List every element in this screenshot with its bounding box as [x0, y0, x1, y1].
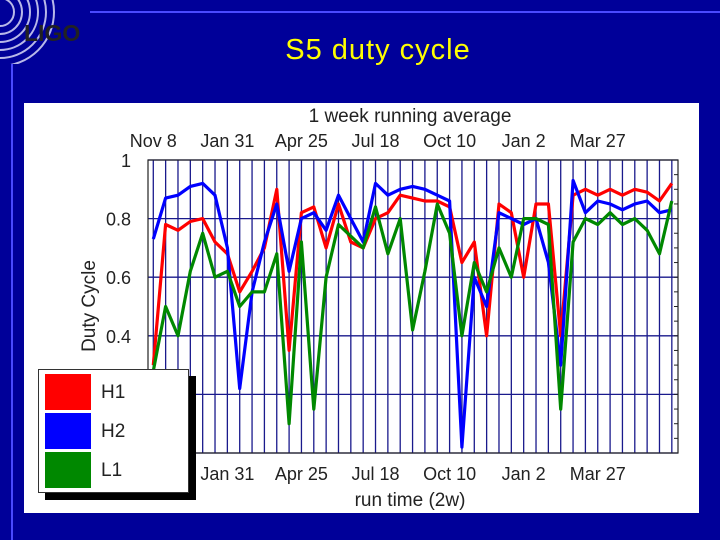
y-tick-label: 1 [121, 151, 131, 171]
svg-text:LIGO: LIGO [24, 20, 80, 46]
x-tick-label-bottom: Mar 27 [570, 464, 626, 484]
x-tick-label-top: Apr 25 [275, 131, 328, 151]
tick-labels: Nov 8 Jan 31 Jan 31 Apr 25 Apr 25 Jul 18 Jul 1… [106, 131, 626, 484]
x-tick-label-bottom: Jul 18 [351, 464, 399, 484]
series-line-h1 [151, 182, 674, 366]
x-tick-label-bottom: Apr 25 [275, 464, 328, 484]
series-line-l1 [151, 200, 674, 426]
x-tick-label-bottom: Jan 2 [502, 464, 546, 484]
x-tick-label-top: Mar 27 [570, 131, 626, 151]
x-tick-label-top: Nov 8 [130, 131, 177, 151]
legend: H1 H2 L1 [38, 369, 189, 493]
series-line-h2 [151, 178, 673, 449]
y-tick-label: 0.4 [106, 327, 131, 347]
legend-label-h1: H1 [101, 382, 126, 403]
side-rule [11, 64, 13, 540]
x-axis-label: run time (2w) [355, 490, 466, 511]
right-axis-ticks [674, 159, 678, 454]
legend-item-h1: H1 [45, 374, 185, 410]
y-axis-label: Duty Cycle [79, 260, 100, 352]
legend-label-l1: L1 [101, 460, 123, 481]
x-tick-label-bottom: Oct 10 [423, 464, 476, 484]
slide-title: S5 duty cycle [285, 34, 471, 66]
x-tick-label-top: Oct 10 [423, 131, 476, 151]
x-tick-label-bottom: Jan 31 [200, 464, 254, 484]
x-tick-label-top: Jul 18 [351, 131, 399, 151]
legend-item-h2: H2 [45, 413, 185, 449]
x-tick-label-top: Jan 2 [502, 131, 546, 151]
chart-title: 1 week running average [309, 106, 512, 127]
legend-item-l1: L1 [45, 452, 185, 488]
legend-swatch-l1 [45, 452, 91, 488]
ligo-logo: LIGO [0, 0, 80, 64]
header-rule [90, 11, 720, 13]
y-tick-label: 0.8 [106, 210, 131, 230]
x-tick-label-top: Jan 31 [200, 131, 254, 151]
series-lines [151, 178, 674, 449]
legend-swatch-h2 [45, 413, 91, 449]
legend-label-h2: H2 [101, 421, 126, 442]
y-tick-label: 0.6 [106, 268, 131, 288]
legend-swatch-h1 [45, 374, 91, 410]
